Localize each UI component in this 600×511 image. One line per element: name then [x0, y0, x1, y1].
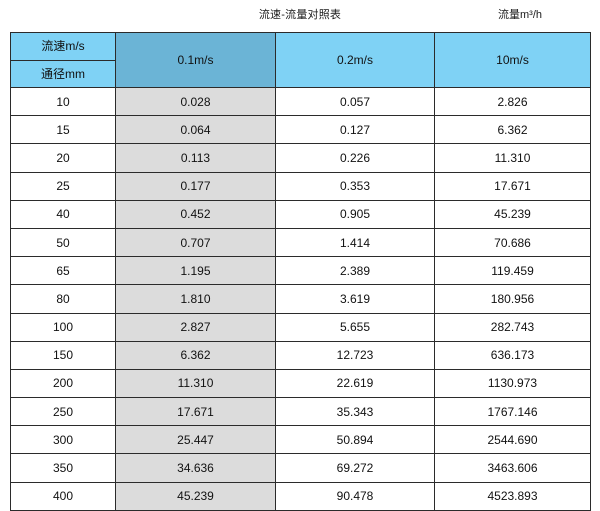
cell-flow-0.1ms: 34.636	[115, 453, 276, 483]
flow-rate-table: 流速m/s 0.1m/s 0.2m/s 10m/s 通径mm 10 0.028 0.…	[10, 32, 591, 511]
cell-flow-0.2ms: 1.414	[275, 227, 435, 258]
table-row: 200 11.310 22.619 1130.973	[10, 368, 591, 399]
cell-flow-0.2ms: 12.723	[275, 340, 435, 370]
cell-flow-0.1ms: 1.195	[115, 256, 276, 286]
cell-flow-0.2ms: 22.619	[275, 368, 435, 399]
cell-flow-10ms: 2544.690	[434, 425, 591, 455]
cell-flow-10ms: 45.239	[434, 199, 591, 229]
cell-diameter: 80	[10, 284, 116, 314]
cell-flow-0.1ms: 0.452	[115, 199, 276, 229]
cell-flow-10ms: 119.459	[434, 256, 591, 286]
cell-flow-0.1ms: 45.239	[115, 481, 276, 511]
cell-flow-0.1ms: 25.447	[115, 425, 276, 455]
cell-flow-0.1ms: 0.113	[115, 143, 276, 173]
cell-diameter: 40	[10, 199, 116, 229]
cell-flow-0.1ms: 0.028	[115, 86, 276, 117]
cell-flow-10ms: 17.671	[434, 171, 591, 201]
cell-flow-10ms: 4523.893	[434, 481, 591, 511]
table-row: 40 0.452 0.905 45.239	[10, 199, 591, 229]
cell-flow-0.1ms: 17.671	[115, 397, 276, 427]
cell-diameter: 25	[10, 171, 116, 201]
table-row: 350 34.636 69.272 3463.606	[10, 453, 591, 483]
cell-diameter: 350	[10, 453, 116, 483]
cell-flow-0.2ms: 5.655	[275, 312, 435, 342]
cell-flow-0.1ms: 2.827	[115, 312, 276, 342]
cell-flow-10ms: 6.362	[434, 115, 591, 145]
table-row: 65 1.195 2.389 119.459	[10, 256, 591, 286]
table-row: 400 45.239 90.478 4523.893	[10, 481, 591, 511]
cell-flow-10ms: 3463.606	[434, 453, 591, 483]
cell-flow-0.2ms: 0.226	[275, 143, 435, 173]
cell-diameter: 250	[10, 397, 116, 427]
table-header: 流速m/s 0.1m/s 0.2m/s 10m/s 通径mm	[10, 32, 591, 88]
cell-flow-0.2ms: 90.478	[275, 481, 435, 511]
cell-flow-0.1ms: 1.810	[115, 284, 276, 314]
cell-diameter: 10	[10, 86, 116, 117]
cell-flow-0.2ms: 2.389	[275, 256, 435, 286]
table-row: 10 0.028 0.057 2.826	[10, 86, 591, 117]
cell-diameter: 65	[10, 256, 116, 286]
table-row: 20 0.113 0.226 11.310	[10, 143, 591, 173]
cell-flow-10ms: 282.743	[434, 312, 591, 342]
header-col-0.1ms: 0.1m/s	[115, 32, 276, 88]
table-row: 250 17.671 35.343 1767.146	[10, 397, 591, 427]
cell-flow-0.2ms: 0.057	[275, 86, 435, 117]
titles-row: 流速-流量对照表 流量m³/h	[0, 0, 600, 30]
cell-flow-10ms: 636.173	[434, 340, 591, 370]
table-row: 300 25.447 50.894 2544.690	[10, 425, 591, 455]
cell-diameter: 150	[10, 340, 116, 370]
table-body: 10 0.028 0.057 2.826 15 0.064 0.127 6.362 20 0.11…	[10, 86, 591, 511]
cell-diameter: 400	[10, 481, 116, 511]
cell-flow-10ms: 11.310	[434, 143, 591, 173]
table-row: 80 1.810 3.619 180.956	[10, 284, 591, 314]
header-diameter-label: 通径mm	[10, 59, 116, 88]
table-row: 100 2.827 5.655 282.743	[10, 312, 591, 342]
cell-flow-0.2ms: 35.343	[275, 397, 435, 427]
cell-diameter: 15	[10, 115, 116, 145]
header-row-top: 流速m/s 0.1m/s 0.2m/s 10m/s	[10, 32, 591, 88]
cell-flow-10ms: 70.686	[434, 227, 591, 258]
table-row: 50 0.707 1.414 70.686	[10, 227, 591, 258]
cell-flow-0.2ms: 0.905	[275, 199, 435, 229]
cell-flow-0.1ms: 6.362	[115, 340, 276, 370]
table-row: 15 0.064 0.127 6.362	[10, 115, 591, 145]
cell-diameter: 100	[10, 312, 116, 342]
cell-diameter: 300	[10, 425, 116, 455]
cell-flow-10ms: 2.826	[434, 86, 591, 117]
cell-flow-0.2ms: 69.272	[275, 453, 435, 483]
table-row: 150 6.362 12.723 636.173	[10, 340, 591, 370]
cell-flow-0.2ms: 0.127	[275, 115, 435, 145]
table-row: 25 0.177 0.353 17.671	[10, 171, 591, 201]
header-velocity-label: 流速m/s	[10, 32, 116, 61]
cell-flow-0.1ms: 11.310	[115, 368, 276, 399]
header-col-10ms: 10m/s	[434, 32, 591, 88]
cell-flow-0.1ms: 0.177	[115, 171, 276, 201]
cell-flow-10ms: 180.956	[434, 284, 591, 314]
cell-flow-0.2ms: 3.619	[275, 284, 435, 314]
cell-flow-10ms: 1767.146	[434, 397, 591, 427]
unit-title: 流量m³/h	[498, 9, 542, 21]
page-title: 流速-流量对照表	[258, 9, 342, 21]
cell-diameter: 200	[10, 368, 116, 399]
table-container: 流速m/s 0.1m/s 0.2m/s 10m/s 通径mm 10 0.028 0.…	[10, 32, 591, 511]
cell-flow-0.1ms: 0.064	[115, 115, 276, 145]
cell-flow-10ms: 1130.973	[434, 368, 591, 399]
header-col-0.2ms: 0.2m/s	[275, 32, 435, 88]
cell-flow-0.2ms: 50.894	[275, 425, 435, 455]
cell-diameter: 20	[10, 143, 116, 173]
cell-diameter: 50	[10, 227, 116, 258]
cell-flow-0.1ms: 0.707	[115, 227, 276, 258]
cell-flow-0.2ms: 0.353	[275, 171, 435, 201]
